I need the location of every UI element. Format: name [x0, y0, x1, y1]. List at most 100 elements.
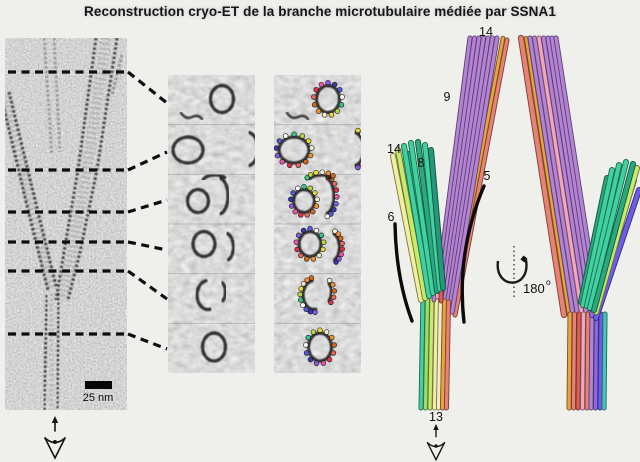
microtubule-ring-density [248, 130, 255, 168]
eye-pupil [53, 440, 57, 444]
section-connector-line [127, 150, 168, 172]
protofilament-dot [339, 240, 345, 247]
protofilament-dot [300, 302, 306, 308]
protofilament-dot [307, 308, 314, 315]
protofilament-dot [364, 150, 369, 155]
microtubule-ring-density [324, 176, 336, 216]
microtubule-ring-density [191, 229, 217, 259]
protofilament-dot [337, 86, 343, 93]
filament [585, 312, 590, 410]
protofilament-dot [308, 145, 315, 151]
protofilament-dot [338, 251, 344, 258]
filament [428, 147, 446, 291]
protofilament-dot [326, 356, 333, 363]
protofilament-dot [329, 334, 335, 341]
filament [436, 298, 443, 410]
protofilament-dot [303, 159, 309, 165]
view-arrow-head [433, 424, 439, 430]
protofilament-dot [328, 112, 335, 118]
eye-icon-left [44, 416, 66, 460]
protofilament-dot [298, 297, 304, 303]
protofilament-dot [313, 227, 320, 234]
microtubule-ring-density [277, 135, 311, 165]
section-connector-line [127, 198, 168, 214]
protofilament-dot [298, 252, 304, 259]
model-left-filaments [390, 35, 510, 411]
protofilament-dot [320, 239, 327, 245]
protofilament-dot [300, 281, 307, 287]
protofilament-dot [313, 360, 320, 367]
protofilament-dot [274, 145, 280, 151]
microtubule-ring-density [171, 135, 205, 165]
protofilament-dot [279, 159, 285, 165]
protofilament-dot [303, 306, 309, 313]
protofilament-dot [295, 162, 302, 169]
protofilament-dot [304, 277, 310, 283]
filament [445, 36, 490, 310]
microtubule-ring-density [218, 176, 230, 216]
filament [442, 36, 486, 308]
filament [541, 36, 589, 317]
protofilament-dot [331, 342, 337, 348]
protofilament-dot [328, 299, 334, 306]
filament [401, 143, 432, 299]
filament [602, 312, 607, 410]
slice-connector-lines [127, 70, 168, 351]
protofilament-dot [311, 102, 318, 108]
label-14-green: 14 [387, 142, 401, 156]
filament [439, 36, 481, 306]
label-6: 6 [388, 210, 395, 224]
eye-outline [44, 437, 66, 460]
protofilament-dot [300, 227, 307, 234]
protofilament-dot [307, 171, 314, 178]
section-connector-line [127, 70, 168, 105]
filament [432, 297, 439, 410]
filament [428, 296, 434, 410]
filament [415, 139, 440, 294]
filament [598, 312, 603, 410]
section-connector-line [127, 269, 168, 301]
protofilament-dot [315, 108, 322, 114]
microtubule-ring-density [220, 280, 228, 303]
filament [587, 159, 629, 311]
section-connector-line [127, 240, 168, 252]
protofilament-dot [330, 350, 337, 356]
protofilament-dot [288, 203, 295, 209]
protofilament-dot [317, 327, 323, 333]
protofilament-dot [294, 246, 300, 253]
label-13: 13 [429, 410, 443, 424]
eye-icon-right [426, 424, 446, 462]
protofilament-dot [307, 225, 313, 232]
filament [546, 36, 593, 317]
tomogram-rings-raw [168, 83, 255, 363]
microtubule-ring-density [326, 280, 334, 303]
protofilament-dot [319, 169, 325, 175]
protofilament-dot [297, 291, 303, 298]
filament [437, 36, 477, 304]
microtubule-ring-density [301, 279, 318, 312]
mt-lumen [44, 293, 59, 410]
protofilament-dot [331, 181, 338, 187]
microtubule-ring-density [331, 231, 342, 262]
microtubule-ring-density [306, 331, 334, 363]
filament [408, 140, 436, 296]
microtubule-ring-density [200, 331, 228, 363]
filament [584, 162, 622, 309]
protofilament-dot [276, 138, 283, 144]
protofilament-dot [303, 256, 310, 262]
tomogram-panel-raw [167, 74, 256, 374]
protofilament-dot [333, 200, 339, 207]
protofilament-dot [291, 131, 297, 137]
mt-wall [54, 38, 98, 301]
microtubule-ring-density [185, 187, 211, 215]
protofilament-dot [334, 194, 340, 200]
protofilament-dot [321, 112, 328, 118]
protofilament-dot [364, 143, 369, 148]
protofilament-dot [307, 356, 314, 363]
protofilament-dot [333, 259, 339, 265]
filament [537, 36, 584, 317]
protofilament-dot [304, 212, 310, 218]
protofilament-dot [334, 108, 341, 114]
bracket-curve-right [460, 184, 486, 324]
